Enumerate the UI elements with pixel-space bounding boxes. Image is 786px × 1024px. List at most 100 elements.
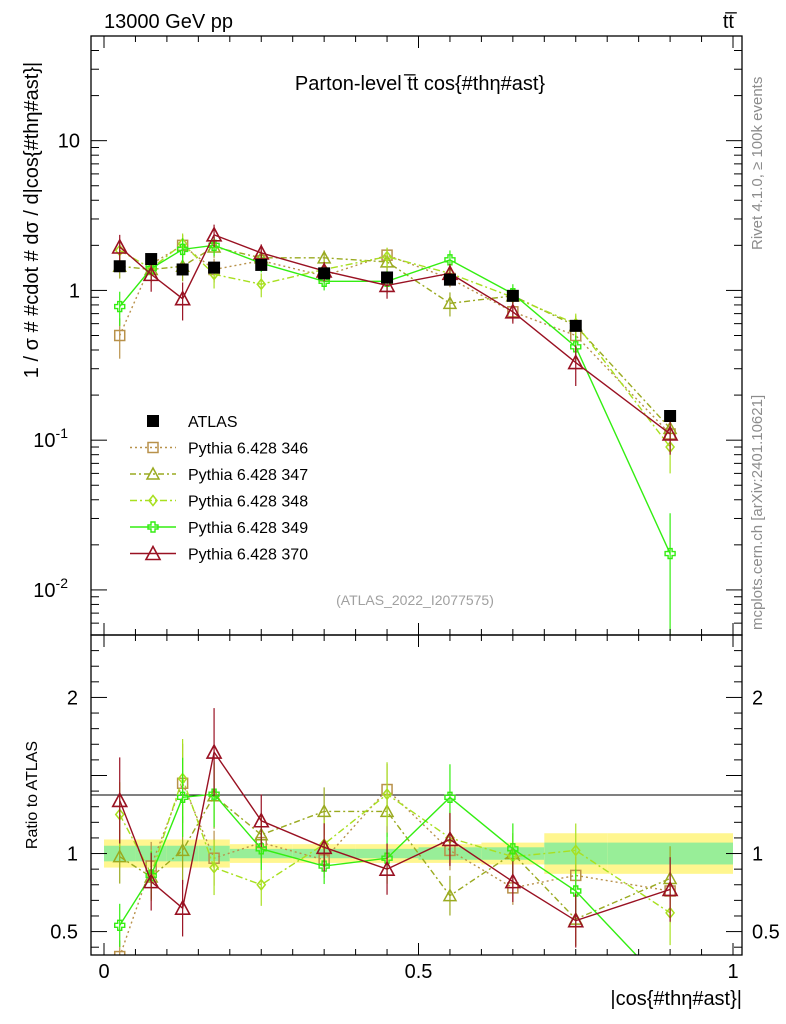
ratio-data-point [209, 861, 220, 874]
ratio-data-point [504, 872, 522, 889]
ratio-tick-label-right: 2 [752, 687, 763, 709]
data-point [114, 300, 126, 313]
main-frame [90, 35, 743, 636]
atlas-point [318, 267, 331, 280]
data-point [664, 547, 676, 560]
ratio-data-point [381, 852, 393, 864]
legend-label: Pythia 6.428 370 [188, 547, 308, 564]
legend-marker [147, 441, 159, 454]
legend-marker [145, 466, 161, 480]
data-point [252, 244, 270, 260]
ratio-data-point [570, 885, 582, 897]
atlas-point [113, 260, 126, 273]
ratio-data-point [507, 843, 519, 855]
series-3 [114, 233, 676, 474]
atlas-point [381, 271, 394, 284]
ratio-data-point [176, 791, 189, 804]
data-point [145, 262, 157, 275]
ratio-data-point [441, 830, 459, 847]
legend-label: Pythia 6.428 348 [188, 494, 308, 511]
ratio-tick-label-left: 1 [67, 844, 78, 866]
ratio-frame [90, 634, 743, 956]
y-tick-label: 10-1 [33, 425, 68, 452]
ratio-data-point [567, 911, 585, 928]
ratio-data-point [252, 812, 270, 828]
y-tick-label: 10-2 [33, 575, 68, 602]
y-tick-label: 10 [58, 131, 80, 153]
atlas-point [176, 263, 189, 276]
atlas-point [145, 253, 158, 266]
data-point [205, 226, 223, 242]
atlas-point [506, 289, 519, 302]
ratio-tick-label-right: 0.5 [752, 922, 780, 944]
ratio-data-point [111, 791, 129, 808]
ratio-data-point [113, 950, 126, 955]
data-point [174, 290, 191, 306]
ratio-tick-label-left: 0.5 [50, 922, 78, 944]
data-point [382, 250, 393, 263]
legend-marker [144, 544, 162, 561]
data-point [661, 425, 679, 441]
ratio-data-point [114, 919, 126, 932]
data-point [567, 353, 585, 370]
data-point [176, 243, 189, 256]
ratio-series-line [119, 793, 638, 955]
ratio-data-point [661, 880, 679, 897]
data-point [504, 303, 522, 319]
ratio-data-point [444, 791, 456, 804]
legend-atlas-marker [147, 415, 159, 427]
ratio-tick-label-right: 1 [752, 844, 763, 866]
ratio-data-point [570, 844, 581, 857]
legend-atlas-label: ATLAS [188, 414, 238, 431]
x-tick-label: 1 [727, 961, 738, 983]
ratio-data-point [316, 803, 332, 818]
legend-label: Pythia 6.428 346 [188, 441, 308, 458]
ratio-tick-label-left: 2 [67, 687, 78, 709]
ratio-data-point [256, 878, 267, 891]
atlas-series [113, 253, 677, 423]
data-point [570, 341, 582, 353]
atlas-point [664, 410, 677, 423]
data-point [142, 265, 160, 282]
ratio-data-point [205, 743, 223, 759]
plot-title: Parton-level t̅t cos{#thη#ast} [295, 73, 545, 95]
ratio-data-point [442, 888, 458, 902]
ratio-data-point [318, 860, 330, 872]
x-tick-label: 0 [98, 961, 109, 983]
ratio-data-point [208, 788, 220, 800]
data-point [113, 329, 126, 342]
main-panel: 10-2 10-1 1 10 Parton-level t̅t cos{#thη#as… [21, 35, 743, 955]
x-tick-label: 0.5 [405, 961, 433, 983]
ratio-data-point [315, 838, 333, 855]
mcplots-credit-text: mcplots.cern.ch [arXiv:2401.10621] [749, 395, 766, 630]
legend-label: Pythia 6.428 349 [188, 520, 308, 537]
ratio-data-point [142, 872, 160, 889]
rivet-version-text: Rivet 4.1.0, ≥ 100k events [749, 77, 766, 250]
atlas-point [569, 319, 582, 332]
ratio-data-point [378, 860, 396, 876]
analysis-label: (ATLAS_2022_I2077575) [336, 592, 494, 608]
y-tick-label: 1 [69, 280, 80, 302]
ratio-data-point [175, 842, 190, 857]
ratio-data-point [145, 869, 157, 882]
ratio-panel: 0 0.5 1 0.5 0.5 1 1 2 2 Ratio to ATLAS |cos{#thη… [24, 36, 780, 1010]
ratio-data-point [174, 899, 191, 915]
legend-label: Pythia 6.428 347 [188, 467, 308, 484]
ratio-data-point [112, 849, 127, 863]
process-label: tt̅ [723, 11, 737, 33]
atlas-point [208, 261, 221, 274]
legend: ATLAS Pythia 6.428 346 Pythia 6.428 347 Pyt… [130, 414, 308, 564]
series-4 [114, 236, 676, 635]
data-point [256, 278, 267, 291]
ratio-data-point [382, 788, 393, 801]
series-line [119, 233, 671, 435]
ratio-data-point [255, 843, 267, 855]
atlas-point [255, 258, 268, 271]
data-point [378, 276, 396, 293]
energy-label: 13000 GeV pp [104, 11, 233, 33]
legend-marker [147, 521, 159, 533]
ratio-y-axis-label: Ratio to ATLAS [24, 741, 41, 849]
atlas-point [443, 273, 456, 286]
data-point [444, 254, 456, 266]
